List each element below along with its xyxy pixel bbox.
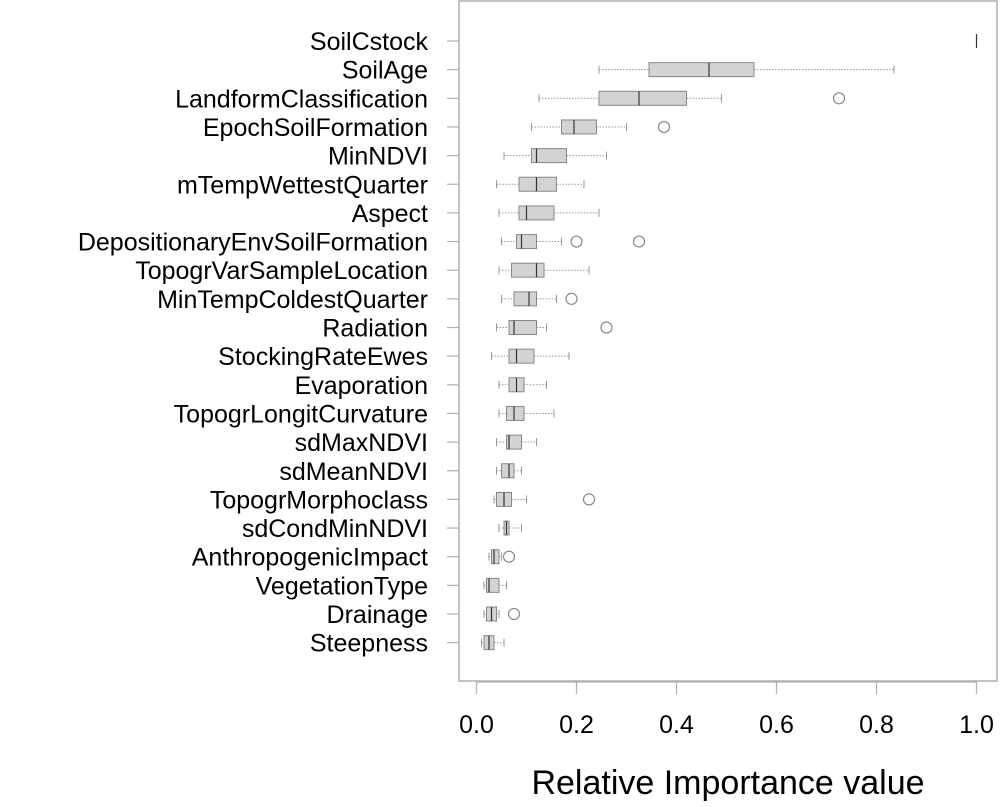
category-label: VegetationType xyxy=(256,572,428,600)
category-label: sdCondMinNDVI xyxy=(242,515,428,543)
box-row xyxy=(488,549,516,565)
outlier-point xyxy=(657,120,671,134)
box-iqr xyxy=(508,320,537,335)
outlier-point xyxy=(832,92,846,105)
box-row xyxy=(496,463,522,479)
box-row xyxy=(498,262,590,278)
box-row xyxy=(598,62,895,78)
category-label: Aspect xyxy=(352,200,428,228)
outlier-point xyxy=(582,493,596,506)
box-row xyxy=(498,205,600,221)
plot-area-frame xyxy=(458,0,998,682)
outlier-point xyxy=(565,292,578,305)
outlier-point xyxy=(600,321,613,334)
box-row xyxy=(483,577,507,593)
category-label: DepositionaryEnvSoilFormation xyxy=(78,229,428,257)
outlier-point xyxy=(632,235,646,248)
outlier-point xyxy=(507,607,521,621)
box-series xyxy=(481,34,978,651)
x-tick-label: 0.4 xyxy=(659,711,694,739)
outlier-point xyxy=(502,550,516,563)
box-iqr xyxy=(508,348,535,364)
category-label: TopogrVarSampleLocation xyxy=(135,257,428,285)
box-row xyxy=(491,348,570,364)
x-tick-label: 1.0 xyxy=(959,711,994,739)
x-tick-label: 0.0 xyxy=(459,711,494,739)
category-label: EpochSoilFormation xyxy=(203,114,428,142)
category-label: Radiation xyxy=(322,315,428,343)
box-row xyxy=(501,234,646,250)
outlier-point xyxy=(570,235,583,248)
box-row xyxy=(493,491,596,507)
box-iqr xyxy=(598,90,687,106)
x-axis: 0.0 0.2 0.4 0.6 0.8 1.0 xyxy=(459,681,994,739)
category-label: Evaporation xyxy=(295,372,428,400)
box-iqr xyxy=(506,434,522,450)
box-row xyxy=(481,635,505,651)
x-tick-label: 0.2 xyxy=(559,711,594,739)
x-tick-label: 0.8 xyxy=(859,711,894,739)
box-row xyxy=(496,320,613,335)
box-iqr xyxy=(491,549,500,565)
box-row xyxy=(498,377,547,393)
category-label: mTempWettestQuarter xyxy=(177,171,428,199)
category-label: LandformClassification xyxy=(175,85,428,113)
box-iqr xyxy=(516,234,537,250)
category-label: Drainage xyxy=(327,601,428,629)
box-iqr xyxy=(511,262,545,278)
box-row xyxy=(538,90,846,106)
box-row xyxy=(483,606,521,622)
box-row xyxy=(496,434,537,450)
box-iqr xyxy=(486,577,500,593)
x-axis-title: Relative Importance value xyxy=(531,764,924,802)
category-label: Steepness xyxy=(310,630,428,658)
category-label: SoilCstock xyxy=(310,28,429,56)
x-tick-label: 0.6 xyxy=(759,711,794,739)
box-row xyxy=(531,119,671,135)
category-labels: SoilCstockSoilAgeLandformClassificationE… xyxy=(78,28,459,658)
box-iqr xyxy=(531,148,567,164)
box-iqr xyxy=(518,176,557,192)
category-label: TopogrMorphoclass xyxy=(210,486,428,514)
category-label: StockingRateEwes xyxy=(218,343,428,371)
box-iqr xyxy=(518,205,555,221)
box-iqr xyxy=(648,62,755,78)
box-iqr xyxy=(501,463,515,479)
category-label: MinTempColdestQuarter xyxy=(157,286,428,314)
box-row xyxy=(498,405,555,421)
box-row xyxy=(503,148,607,164)
box-row xyxy=(501,291,578,307)
category-label: AnthropogenicImpact xyxy=(192,544,428,572)
box-iqr xyxy=(506,405,525,421)
category-label: sdMaxNDVI xyxy=(295,429,428,457)
box-iqr xyxy=(513,291,537,307)
category-label: MinNDVI xyxy=(328,143,428,171)
category-label: TopogrLongitCurvature xyxy=(174,400,428,428)
box-row xyxy=(496,176,585,192)
box-iqr xyxy=(561,119,597,135)
category-label: SoilAge xyxy=(342,57,428,85)
box-row xyxy=(498,520,522,536)
category-label: sdMeanNDVI xyxy=(279,458,428,486)
